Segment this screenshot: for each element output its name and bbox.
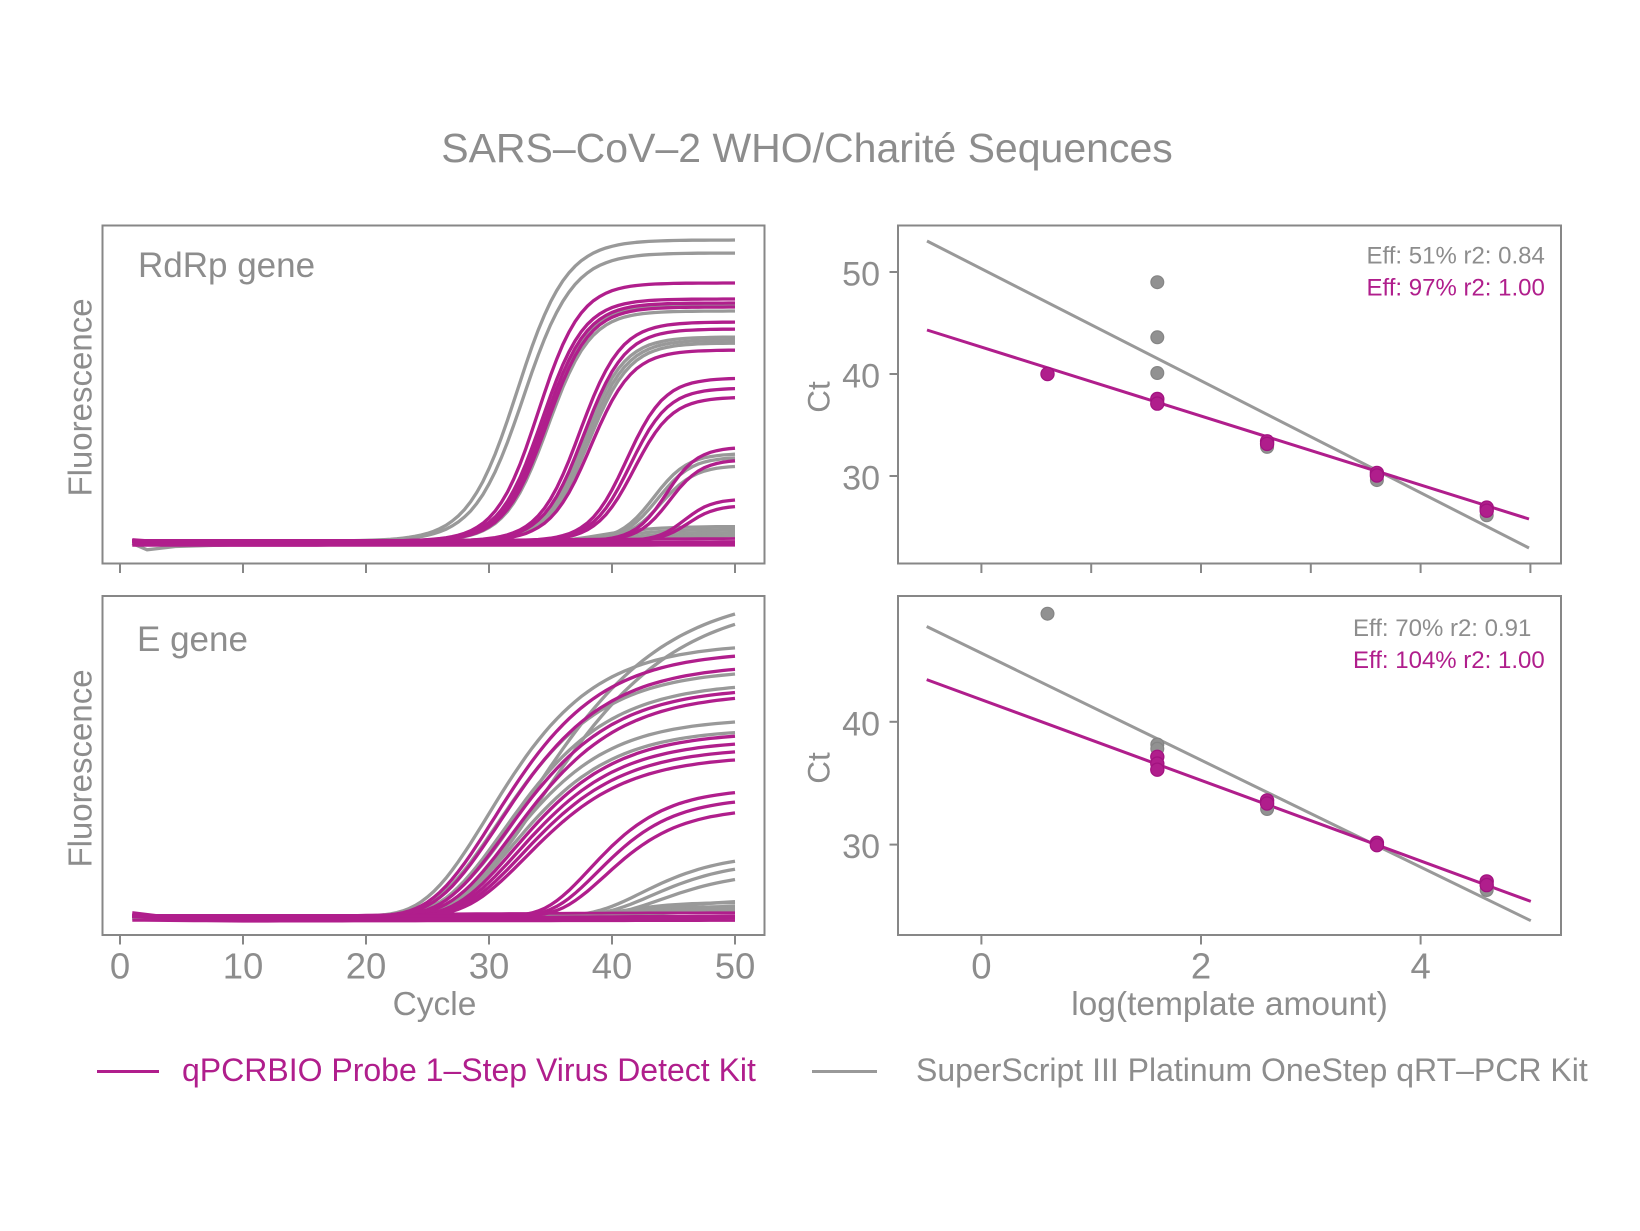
svg-text:Ct: Ct xyxy=(801,752,837,784)
svg-text:30: 30 xyxy=(842,460,880,498)
svg-text:Fluorescence: Fluorescence xyxy=(62,669,99,867)
svg-text:40: 40 xyxy=(842,358,880,396)
svg-text:40: 40 xyxy=(592,946,633,987)
svg-text:50: 50 xyxy=(715,946,756,987)
svg-text:Eff: 104% r2: 1.00: Eff: 104% r2: 1.00 xyxy=(1353,647,1545,674)
svg-text:30: 30 xyxy=(469,946,510,987)
svg-text:40: 40 xyxy=(842,705,880,743)
svg-text:Eff: 70% r2: 0.91: Eff: 70% r2: 0.91 xyxy=(1353,615,1531,642)
svg-text:SARS–CoV–2 WHO/Charité Sequenc: SARS–CoV–2 WHO/Charité Sequences xyxy=(441,125,1173,171)
svg-text:2: 2 xyxy=(1191,946,1211,987)
svg-text:Eff: 51% r2: 0.84: Eff: 51% r2: 0.84 xyxy=(1367,243,1545,270)
svg-text:10: 10 xyxy=(223,946,264,987)
svg-text:log(template amount): log(template amount) xyxy=(1071,986,1388,1023)
svg-text:0: 0 xyxy=(971,946,991,987)
svg-text:0: 0 xyxy=(110,946,130,987)
svg-text:E gene: E gene xyxy=(137,620,248,659)
svg-text:RdRp gene: RdRp gene xyxy=(138,246,315,285)
svg-text:SuperScript III Platinum OneSt: SuperScript III Platinum OneStep qRT–PCR… xyxy=(916,1052,1588,1088)
svg-text:Eff: 97% r2: 1.00: Eff: 97% r2: 1.00 xyxy=(1367,275,1545,302)
svg-text:Fluorescence: Fluorescence xyxy=(62,298,99,496)
svg-text:qPCRBIO Probe 1–Step Virus Det: qPCRBIO Probe 1–Step Virus Detect Kit xyxy=(182,1052,756,1088)
svg-text:4: 4 xyxy=(1410,946,1430,987)
svg-text:20: 20 xyxy=(346,946,387,987)
svg-text:50: 50 xyxy=(842,256,880,294)
svg-text:Ct: Ct xyxy=(801,381,837,413)
svg-text:Cycle: Cycle xyxy=(393,986,477,1023)
svg-text:30: 30 xyxy=(842,828,880,866)
